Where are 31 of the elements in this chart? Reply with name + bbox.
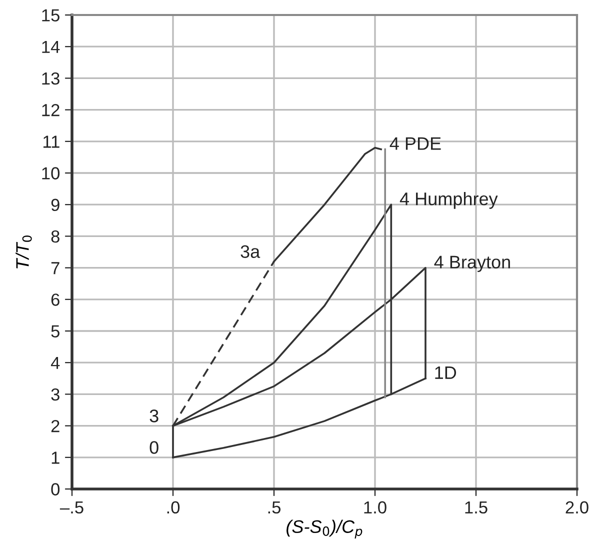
y-tick-label: 3 bbox=[51, 388, 60, 401]
y-tick-label: 14 bbox=[42, 40, 60, 53]
y-tick-label: 0 bbox=[51, 483, 60, 496]
y-tick-label: 4 bbox=[50, 356, 60, 369]
x-axis-title: (S-S$_{0}$)/C$_{p}$ bbox=[286, 520, 362, 538]
x-tick-label: 1.5 bbox=[465, 501, 488, 514]
x-tick-label: –.5 bbox=[60, 501, 84, 514]
y-tick-label: 2 bbox=[51, 420, 60, 432]
y-tick-label: 7 bbox=[51, 262, 60, 274]
x-tick-label: .0 bbox=[167, 501, 180, 514]
y-tick-label: 5 bbox=[51, 325, 60, 338]
y-tick-label: 6 bbox=[51, 294, 60, 306]
annotation: 4 PDE bbox=[390, 137, 441, 150]
y-tick-label: 15 bbox=[42, 9, 60, 22]
y-tick-label: 1 bbox=[52, 452, 60, 464]
y-tick-label: 12 bbox=[42, 104, 60, 116]
annotation: 4 Brayton bbox=[434, 256, 510, 272]
annotation: 0 bbox=[150, 441, 158, 454]
annotation: 3a bbox=[240, 245, 260, 258]
y-tick-label: 10 bbox=[42, 167, 60, 180]
annotation: 4 Humphrey bbox=[400, 192, 498, 209]
y-tick-label: 13 bbox=[42, 72, 60, 85]
y-tick-label: 9 bbox=[51, 198, 60, 212]
y-tick-label: 11 bbox=[43, 136, 60, 148]
y-axis-title: T/T$_{0}$ bbox=[16, 236, 32, 268]
y-tick-label: 8 bbox=[51, 230, 60, 243]
annotation: 3 bbox=[150, 410, 158, 422]
x-tick-label: 2.0 bbox=[566, 501, 588, 514]
x-tick-label: .5 bbox=[268, 501, 281, 514]
x-tick-label: 1.0 bbox=[364, 501, 386, 514]
annotation: 1D bbox=[435, 366, 456, 379]
